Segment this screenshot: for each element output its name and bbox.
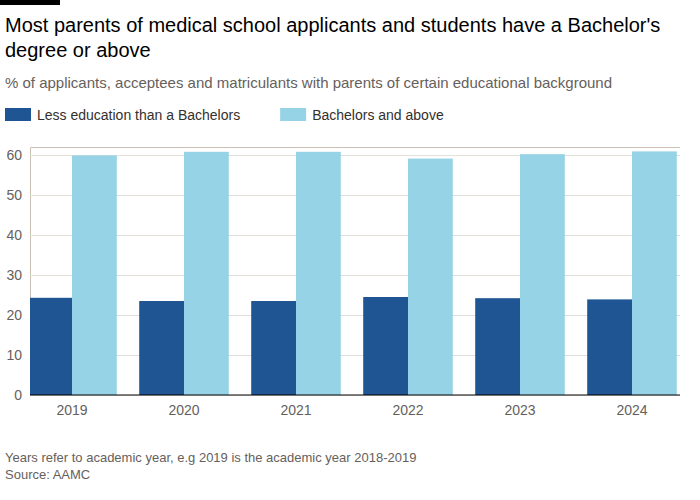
grid-line <box>30 315 680 316</box>
bar <box>408 159 453 395</box>
y-tick-label: 10 <box>6 347 22 363</box>
legend-swatch <box>280 108 306 121</box>
x-tick: 2021 <box>280 395 311 418</box>
x-axis: 2019 2020 2021 2022 2023 2024 <box>30 395 680 418</box>
chart: Most parents of medical school applicant… <box>0 0 700 500</box>
bar <box>475 298 520 395</box>
note: Source: AAMC <box>5 467 90 482</box>
legend-label: Bachelors and above <box>312 107 444 123</box>
y-tick-label: 40 <box>6 227 22 243</box>
x-axis-line <box>30 395 680 396</box>
bar <box>251 301 296 395</box>
y-tick-label: 50 <box>6 187 22 203</box>
x-tick: 2022 <box>392 395 423 418</box>
brand-bar <box>0 0 60 5</box>
grid-line <box>30 155 680 156</box>
legend-swatch <box>5 108 31 121</box>
x-tick-label: 2023 <box>504 402 535 418</box>
x-tick-label: 2020 <box>168 402 199 418</box>
x-tick: 2019 <box>56 395 87 418</box>
bar <box>30 298 72 395</box>
bar <box>632 151 677 395</box>
x-tick-label: 2024 <box>616 402 647 418</box>
x-tick-label: 2019 <box>56 402 87 418</box>
bar <box>520 154 565 395</box>
x-tick: 2020 <box>168 395 199 418</box>
bar <box>139 301 184 395</box>
y-tick-label: 60 <box>6 147 22 163</box>
x-tick-label: 2021 <box>280 402 311 418</box>
y-tick-label: 20 <box>6 307 22 323</box>
legend-label: Less education than a Bachelors <box>37 107 240 123</box>
y-tick-label: 30 <box>6 267 22 283</box>
y-axis: 0 10 20 30 40 50 60 <box>6 147 680 403</box>
bar <box>363 297 408 395</box>
subtitle: % of applicants, acceptees and matricula… <box>5 74 612 91</box>
grid-line <box>30 235 680 236</box>
legend-item: Bachelors and above <box>280 107 444 123</box>
grid-line <box>30 275 680 276</box>
y-tick-label: 0 <box>14 387 22 403</box>
grid-line <box>30 195 680 196</box>
x-tick-label: 2022 <box>392 402 423 418</box>
legend-item: Less education than a Bachelors <box>5 107 240 123</box>
bar <box>296 152 341 395</box>
x-tick: 2024 <box>616 395 647 418</box>
bar <box>587 299 632 395</box>
grid-line <box>30 395 680 396</box>
grid-line <box>30 355 680 356</box>
note: Years refer to academic year, e.g 2019 i… <box>5 450 416 465</box>
x-tick: 2023 <box>504 395 535 418</box>
title: Most parents of medical school applicant… <box>5 14 660 61</box>
bars <box>30 151 677 395</box>
bar <box>184 152 229 395</box>
bar <box>72 155 117 395</box>
y-axis-line <box>31 148 681 396</box>
